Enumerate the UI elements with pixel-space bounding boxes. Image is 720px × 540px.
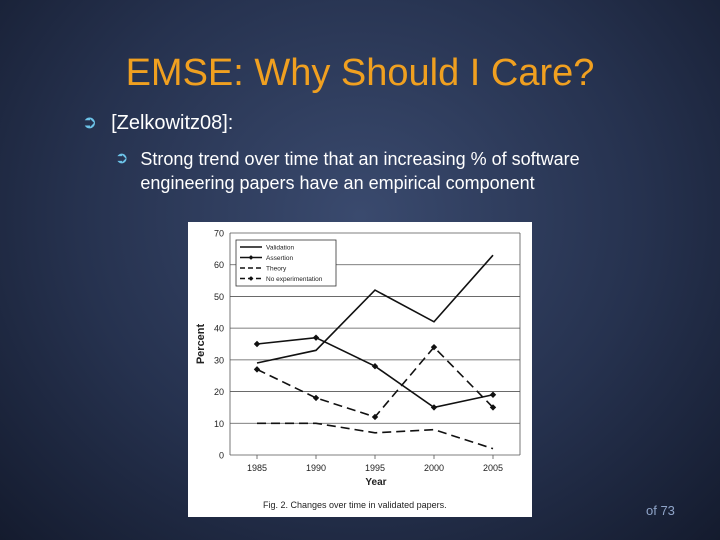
circled-arrow-icon: ➲ xyxy=(82,112,98,132)
chart-figure: 0 10 20 30 40 50 60 70 1985 1990 1995 2000 2005 Vali… xyxy=(188,222,532,517)
y-tick-label: 10 xyxy=(214,419,224,429)
data-point xyxy=(312,334,320,341)
y-tick-label: 60 xyxy=(214,260,224,270)
series-line-validation xyxy=(256,254,494,364)
data-point xyxy=(489,391,497,398)
slide-title: EMSE: Why Should I Care? xyxy=(125,52,595,94)
bullet-level1-text: [Zelkowitz08]: xyxy=(111,112,234,134)
x-tick-label: 2000 xyxy=(424,463,444,473)
y-tick-label: 0 xyxy=(219,451,224,461)
y-tick-label: 30 xyxy=(214,355,224,365)
figure-caption: Fig. 2. Changes over time in validated p… xyxy=(263,500,447,510)
line-chart: 0 10 20 30 40 50 60 70 1985 1990 1995 2000 2005 Vali… xyxy=(195,229,521,510)
series-line-assertion xyxy=(256,336,494,409)
bullet-level2-text: Strong trend over time that an increasin… xyxy=(140,149,580,193)
page-number: of 73 xyxy=(646,503,675,518)
bullet-level1: ➲ [Zelkowitz08]: xyxy=(82,112,233,135)
legend-label: No experimentation xyxy=(266,276,323,283)
y-tick-label: 20 xyxy=(214,387,224,397)
y-tick-label: 70 xyxy=(214,229,224,239)
y-tick-label: 40 xyxy=(214,324,224,334)
data-point xyxy=(312,394,320,402)
legend-label: Theory xyxy=(266,266,287,273)
data-point xyxy=(253,366,261,373)
data-point xyxy=(253,340,261,348)
series-line-theory xyxy=(257,422,494,450)
data-point xyxy=(371,413,379,421)
y-tick-label: 50 xyxy=(214,292,224,302)
y-axis-label: Percent xyxy=(195,323,207,364)
series-line-no-experimentation xyxy=(256,345,494,418)
x-tick-label: 1985 xyxy=(247,463,267,473)
legend-label: Validation xyxy=(266,245,294,252)
x-tick-label: 1995 xyxy=(365,463,385,473)
bullet-level2: ➲ Strong trend over time that an increas… xyxy=(115,147,675,195)
data-point xyxy=(371,363,379,370)
x-tick-label: 2005 xyxy=(483,463,503,473)
data-point xyxy=(489,404,497,411)
legend-label: Assertion xyxy=(266,255,293,262)
x-tick-label: 1990 xyxy=(306,463,326,473)
data-point xyxy=(430,404,438,411)
data-point xyxy=(430,343,438,351)
x-axis-label: Year xyxy=(365,477,386,488)
circled-arrow-icon: ➲ xyxy=(115,150,129,167)
